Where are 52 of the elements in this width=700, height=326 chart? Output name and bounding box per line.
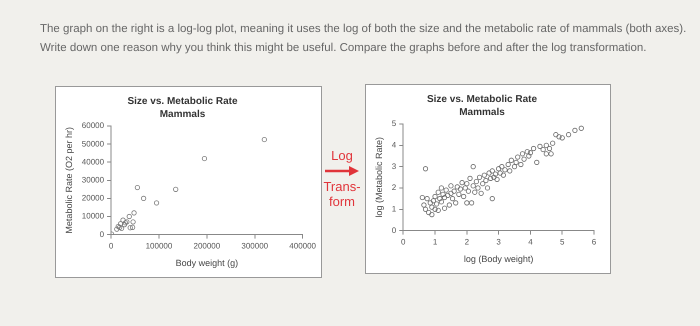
text: Trans-form bbox=[322, 179, 362, 209]
point bbox=[120, 218, 126, 223]
point bbox=[134, 184, 140, 190]
x-tick-label: 2 bbox=[464, 238, 470, 247]
y-tick-label: 2 bbox=[392, 183, 397, 192]
chart-subtitle: Mammals bbox=[160, 108, 206, 120]
point bbox=[122, 222, 128, 228]
point bbox=[131, 210, 137, 216]
x-tick-label: 4 bbox=[528, 238, 534, 247]
point bbox=[202, 156, 208, 162]
y-tick-label: 50000 bbox=[82, 139, 105, 148]
point bbox=[141, 196, 146, 201]
y-axis-title: Metabolic Rate (O2 per hr) bbox=[64, 127, 74, 234]
y-tick-label: 3 bbox=[392, 162, 397, 171]
chart-title: Size vs. Metabolic Rate bbox=[426, 94, 538, 105]
x-tick-label: 6 bbox=[592, 238, 597, 247]
y-tick-label: 0 bbox=[392, 226, 397, 235]
point bbox=[118, 221, 124, 226]
y-tick-label: 0 bbox=[100, 230, 105, 239]
text: Log bbox=[330, 148, 354, 163]
point bbox=[262, 136, 267, 142]
x-tick-label: 1 bbox=[432, 238, 438, 247]
x-axis-title: Body weight (g) bbox=[176, 258, 238, 268]
y-tick-label: 60000 bbox=[82, 121, 105, 130]
x-tick-label: 100000 bbox=[146, 242, 173, 251]
y-tick-label: 1 bbox=[392, 204, 397, 214]
x-tick-label: 400000 bbox=[289, 242, 317, 251]
x-tick-label: 300000 bbox=[241, 242, 269, 251]
x-tick-label: 200000 bbox=[194, 242, 221, 251]
chart-title: Size vs. Metabolic Rate bbox=[127, 96, 238, 107]
point bbox=[114, 226, 120, 232]
y-tick-label: 10000 bbox=[82, 212, 105, 221]
x-tick-label: 0 bbox=[108, 242, 114, 251]
y-tick-label: 40000 bbox=[82, 157, 105, 166]
point bbox=[118, 226, 124, 231]
y-tick-label: 30000 bbox=[82, 176, 105, 185]
x-tick-label: 0 bbox=[401, 238, 406, 247]
y-tick-label: 20000 bbox=[82, 194, 105, 203]
x-tick-label: 3 bbox=[496, 238, 502, 247]
y-tick-label: 4 bbox=[392, 140, 397, 150]
point bbox=[130, 219, 136, 225]
x-tick-label: 5 bbox=[560, 238, 565, 247]
text: The graph on the right is a log-log plot, meaning it uses the log of both the size and the metabolic rate of mammals (both axes). Write down one reason why you think this might be useful. Compare the graphs before and after the log transformation. bbox=[40, 22, 688, 56]
point bbox=[154, 200, 160, 206]
point bbox=[173, 186, 178, 192]
y-tick-label: 5 bbox=[392, 119, 397, 128]
x-axis-title: log (Body weight) bbox=[464, 254, 534, 264]
chart-subtitle: Mammals bbox=[459, 106, 506, 118]
y-axis-title: log (Metabolic Rate) bbox=[374, 137, 384, 218]
point bbox=[126, 214, 132, 220]
point bbox=[130, 224, 136, 230]
point bbox=[128, 225, 133, 230]
